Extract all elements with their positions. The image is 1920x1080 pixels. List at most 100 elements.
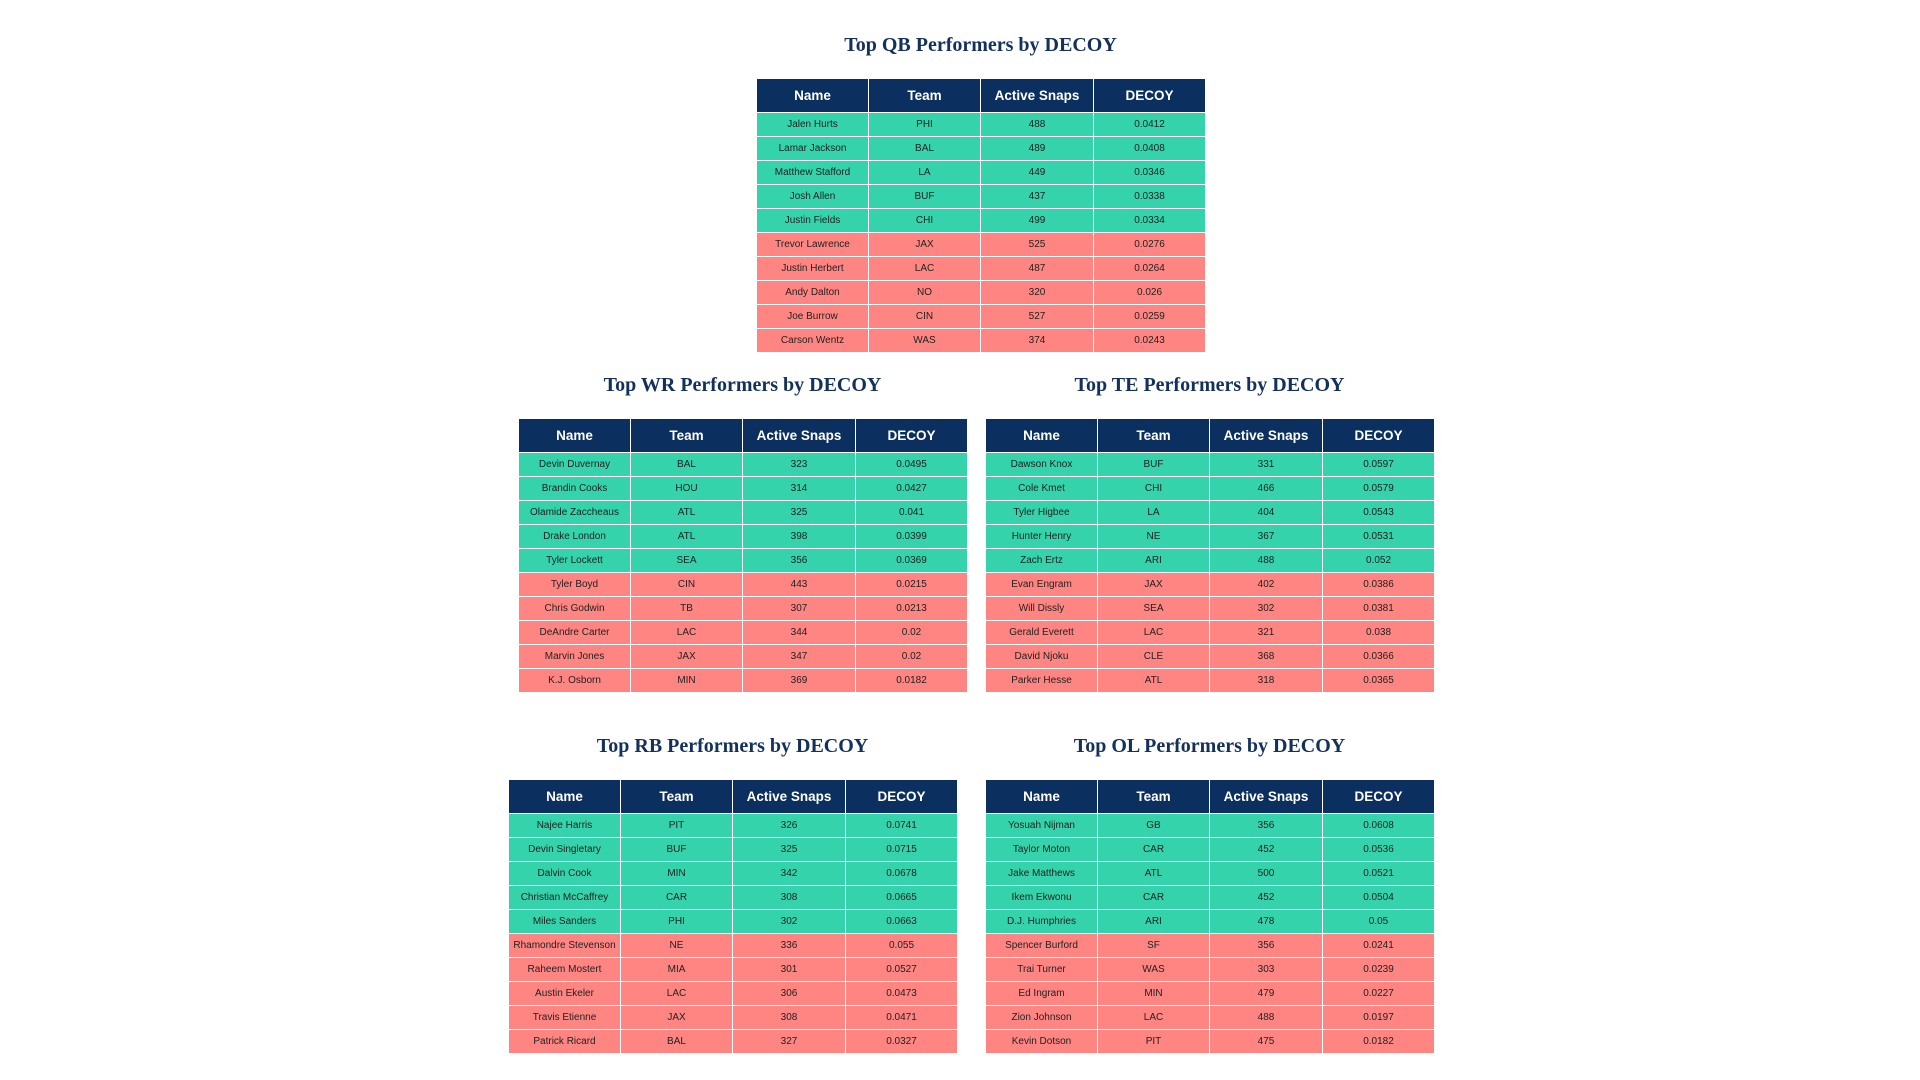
table-cell: 347 xyxy=(742,644,856,669)
header-row: Name Team Active Snaps DECOY xyxy=(518,419,968,453)
table-cell: CAR xyxy=(1097,885,1210,910)
table-cell: 318 xyxy=(1209,668,1323,693)
table-cell: 327 xyxy=(732,1029,846,1054)
table-cell: 525 xyxy=(980,232,1094,257)
table-cell: Ed Ingram xyxy=(985,981,1098,1006)
table-cell: 0.0182 xyxy=(1322,1029,1435,1054)
table-cell: Trai Turner xyxy=(985,957,1098,982)
table-cell: Matthew Stafford xyxy=(756,160,869,185)
table-cell: Parker Hesse xyxy=(985,668,1098,693)
table-cell: 488 xyxy=(1209,548,1323,573)
table-cell: 0.0504 xyxy=(1322,885,1435,910)
column-header: Name xyxy=(518,419,631,453)
table-row: Travis Etienne JAX 308 0.0471 xyxy=(508,1005,958,1030)
table-cell: 0.0227 xyxy=(1322,981,1435,1006)
table-cell: 0.0597 xyxy=(1322,452,1435,477)
table-row: Gerald Everett LAC 321 0.038 xyxy=(985,620,1435,645)
table-cell: 0.02 xyxy=(855,620,968,645)
table-cell: Andy Dalton xyxy=(756,280,869,305)
column-header: DECOY xyxy=(845,780,958,814)
table-cell: David Njoku xyxy=(985,644,1098,669)
table-cell: BAL xyxy=(868,136,981,161)
table-cell: 326 xyxy=(732,813,846,838)
table-cell: JAX xyxy=(630,644,743,669)
column-header: Active Snaps xyxy=(732,780,846,814)
qb-table-title: Top QB Performers by DECOY xyxy=(844,34,1117,56)
table-cell: MIA xyxy=(620,957,733,982)
table-cell: 306 xyxy=(732,981,846,1006)
table-cell: 0.041 xyxy=(855,500,968,525)
table-cell: MIN xyxy=(630,668,743,693)
table-cell: 449 xyxy=(980,160,1094,185)
table-row: Raheem Mostert MIA 301 0.0527 xyxy=(508,957,958,982)
table-cell: SEA xyxy=(1097,596,1210,621)
table-cell: CAR xyxy=(1097,837,1210,862)
rb-table-title: Top RB Performers by DECOY xyxy=(596,735,869,757)
table-cell: 0.052 xyxy=(1322,548,1435,573)
table-cell: GB xyxy=(1097,813,1210,838)
column-header: Team xyxy=(620,780,733,814)
table-cell: Cole Kmet xyxy=(985,476,1098,501)
table-cell: Travis Etienne xyxy=(508,1005,621,1030)
table-cell: CAR xyxy=(620,885,733,910)
table-cell: 0.0471 xyxy=(845,1005,958,1030)
wr-table: Name Team Active Snaps DECOY Devin Duvernay B… xyxy=(518,419,968,693)
table-cell: Trevor Lawrence xyxy=(756,232,869,257)
te-table-title: Top TE Performers by DECOY xyxy=(1074,374,1345,396)
table-cell: Spencer Burford xyxy=(985,933,1098,958)
table-cell: 325 xyxy=(732,837,846,862)
table-cell: CIN xyxy=(868,304,981,329)
table-row: Will Dissly SEA 302 0.0381 xyxy=(985,596,1435,621)
table-cell: JAX xyxy=(1097,572,1210,597)
table-cell: 452 xyxy=(1209,837,1323,862)
table-cell: Tyler Boyd xyxy=(518,572,631,597)
table-cell: 452 xyxy=(1209,885,1323,910)
table-cell: 466 xyxy=(1209,476,1323,501)
table-cell: 0.0579 xyxy=(1322,476,1435,501)
table-cell: SF xyxy=(1097,933,1210,958)
table-cell: 487 xyxy=(980,256,1094,281)
table-cell: 0.0408 xyxy=(1093,136,1206,161)
table-cell: Jake Matthews xyxy=(985,861,1098,886)
table-cell: 344 xyxy=(742,620,856,645)
table-cell: Dawson Knox xyxy=(985,452,1098,477)
table-cell: CHI xyxy=(868,208,981,233)
header-row: Name Team Active Snaps DECOY xyxy=(985,780,1435,814)
column-header: Active Snaps xyxy=(980,79,1094,113)
table-row: Tyler Boyd CIN 443 0.0215 xyxy=(518,572,968,597)
table-cell: NE xyxy=(1097,524,1210,549)
table-cell: 437 xyxy=(980,184,1094,209)
table-cell: 367 xyxy=(1209,524,1323,549)
table-row: Spencer Burford SF 356 0.0241 xyxy=(985,933,1435,958)
table-cell: 308 xyxy=(732,1005,846,1030)
ol-table-block: Top OL Performers by DECOY Name Team Activ… xyxy=(985,733,1435,1054)
table-cell: 0.0276 xyxy=(1093,232,1206,257)
table-cell: Gerald Everett xyxy=(985,620,1098,645)
table-cell: ARI xyxy=(1097,909,1210,934)
table-cell: JAX xyxy=(868,232,981,257)
table-cell: 0.0346 xyxy=(1093,160,1206,185)
table-cell: Justin Herbert xyxy=(756,256,869,281)
ol-table-title: Top OL Performers by DECOY xyxy=(1073,735,1346,757)
table-row: Brandin Cooks HOU 314 0.0427 xyxy=(518,476,968,501)
column-header: Team xyxy=(868,79,981,113)
table-cell: Evan Engram xyxy=(985,572,1098,597)
qb-table: Name Team Active Snaps DECOY Jalen Hurts PHI 4… xyxy=(756,79,1206,353)
column-header: Team xyxy=(1097,419,1210,453)
qb-table-block: Top QB Performers by DECOY Name Team Activ… xyxy=(756,32,1206,353)
table-cell: LAC xyxy=(1097,1005,1210,1030)
table-cell: 0.026 xyxy=(1093,280,1206,305)
table-cell: 488 xyxy=(1209,1005,1323,1030)
table-cell: 488 xyxy=(980,112,1094,137)
table-row: Andy Dalton NO 320 0.026 xyxy=(756,280,1206,305)
table-cell: TB xyxy=(630,596,743,621)
table-row: Lamar Jackson BAL 489 0.0408 xyxy=(756,136,1206,161)
table-row: K.J. Osborn MIN 369 0.0182 xyxy=(518,668,968,693)
table-cell: 369 xyxy=(742,668,856,693)
table-cell: 0.0715 xyxy=(845,837,958,862)
table-row: Drake London ATL 398 0.0399 xyxy=(518,524,968,549)
table-cell: 0.0608 xyxy=(1322,813,1435,838)
table-row: Carson Wentz WAS 374 0.0243 xyxy=(756,328,1206,353)
table-row: Zach Ertz ARI 488 0.052 xyxy=(985,548,1435,573)
table-cell: MIN xyxy=(620,861,733,886)
